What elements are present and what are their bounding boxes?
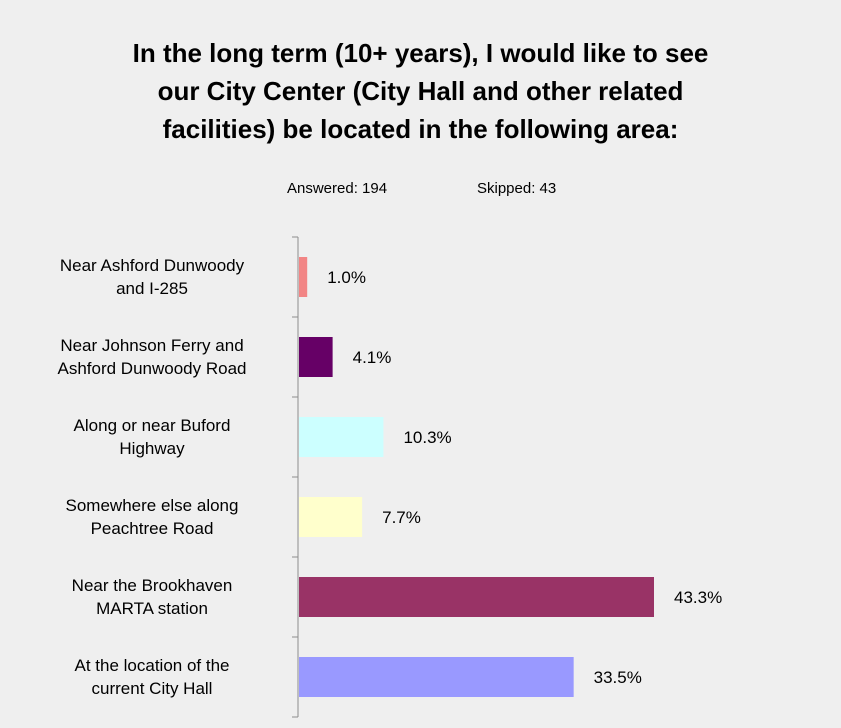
bar (299, 497, 363, 537)
category-label: Peachtree Road (91, 519, 214, 538)
data-label: 7.7% (382, 508, 421, 527)
category-label: Ashford Dunwoody Road (57, 359, 246, 378)
category-label: Somewhere else along (66, 496, 239, 515)
chart-title-line-3: facilities) be located in the following … (162, 114, 679, 144)
category-label: MARTA station (96, 599, 208, 618)
bar (299, 257, 308, 297)
bar (299, 657, 574, 697)
data-label: 43.3% (674, 588, 722, 607)
category-label: Near Ashford Dunwoody (60, 256, 245, 275)
answered-count: Answered: 194 (287, 180, 388, 197)
skipped-count: Skipped: 43 (477, 180, 557, 197)
category-label: Along or near Buford (74, 416, 231, 435)
chart-title-line-1: In the long term (10+ years), I would li… (132, 38, 709, 68)
category-label: At the location of the (75, 656, 230, 675)
data-label: 33.5% (594, 668, 642, 687)
data-label: 1.0% (327, 268, 366, 287)
chart-title-line-2: our City Center (City Hall and other rel… (157, 76, 684, 106)
category-label: Highway (119, 439, 185, 458)
category-label: Near the Brookhaven (72, 576, 233, 595)
bar (299, 337, 333, 377)
bar (299, 417, 384, 457)
chart-title: In the long term (10+ years), I would li… (0, 34, 841, 148)
bar (299, 577, 654, 617)
category-label: and I-285 (116, 279, 188, 298)
data-label: 10.3% (403, 428, 451, 447)
category-label: current City Hall (92, 679, 213, 698)
data-label: 4.1% (353, 348, 392, 367)
category-label: Near Johnson Ferry and (60, 336, 243, 355)
